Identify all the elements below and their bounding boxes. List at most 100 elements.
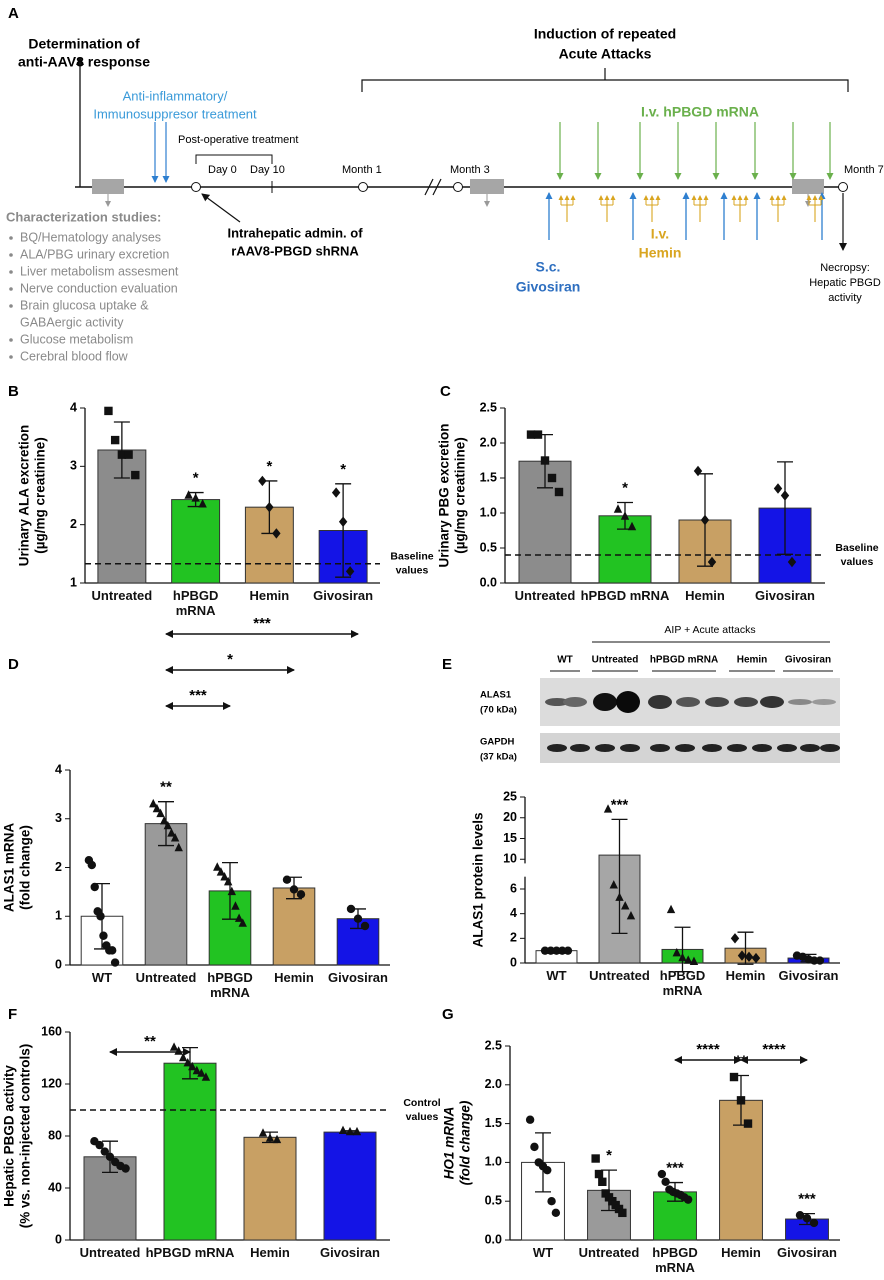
data-point — [174, 842, 183, 852]
data-point — [618, 1208, 627, 1218]
annotation: rAAV8-PBGD shRNA — [231, 243, 359, 258]
chart-panel: E 0 2 4 6 10 15 20 25 ALAS1 protein levels WT Untre… — [442, 624, 840, 998]
x-tick-label: hPBGD mRNA — [652, 1245, 698, 1275]
data-point — [265, 1133, 275, 1142]
data-point — [105, 1152, 115, 1162]
error-bar — [737, 931, 754, 965]
y-tick-label: 2.5 — [480, 400, 497, 414]
chart-panel: F 0 40 80 120 160 Hepatic PBGD activity (% vs. … — [2, 1006, 441, 1260]
y-tick-label: 0 — [55, 957, 62, 971]
chart-panel: G 0.0 0.5 1.0 1.5 2.0 2.5 HO1 mRNA (fold change)… — [442, 1006, 840, 1275]
bullet — [9, 355, 13, 359]
data-point — [258, 475, 267, 487]
data-point — [110, 435, 120, 445]
x-tick-label: Givosiran — [755, 588, 815, 603]
y-tick-label: 160 — [41, 1024, 62, 1038]
data-point — [598, 1177, 607, 1186]
annotation: Intrahepatic admin. of — [227, 225, 363, 240]
data-point — [87, 860, 97, 870]
data-point — [96, 912, 105, 921]
data-point — [591, 1154, 600, 1163]
x-tick-label: Givosiran — [777, 1245, 837, 1260]
x-label-box: hPBGD mRNA — [652, 1245, 698, 1275]
blot-band — [547, 744, 567, 752]
data-point — [609, 880, 618, 889]
x-tick-label: hPBGD mRNA — [659, 968, 706, 998]
y-tick-label: 3 — [55, 811, 62, 825]
data-point — [220, 872, 229, 881]
list-item: Nerve conduction evaluation — [20, 281, 178, 295]
data-point — [615, 892, 624, 901]
blot-row-label: GAPDH — [480, 737, 514, 748]
blot-band — [760, 696, 784, 708]
x-tick-label: hPBGD mRNA — [207, 970, 253, 1000]
x-label-box: Untreated — [80, 1245, 141, 1260]
timepoint — [358, 182, 368, 192]
x-tick-label: Hemin — [725, 968, 766, 983]
data-point — [231, 901, 240, 910]
significance-label: * — [340, 461, 346, 478]
y-tick-label: 2.0 — [485, 1077, 502, 1091]
significance-label: * — [622, 479, 628, 496]
data-point — [620, 511, 630, 520]
blot-band — [820, 744, 840, 752]
x-label-box: Untreated — [92, 588, 153, 603]
y-tick-label: 0.0 — [485, 1232, 502, 1246]
treatment-label: Anti-inflammatory/ — [123, 88, 228, 103]
y-tick-label: 0 — [55, 1232, 62, 1246]
data-point — [198, 499, 207, 508]
box — [92, 179, 124, 194]
reference-label: values — [841, 556, 874, 568]
data-point — [345, 566, 355, 577]
treatment-label: Immunosuppresor treatment — [93, 106, 257, 121]
y-tick-label: 1.0 — [485, 1155, 502, 1169]
significance-label: ** — [160, 779, 172, 796]
treatment-label: Hemin — [639, 245, 682, 261]
y-tick-label: 0.5 — [485, 1193, 502, 1207]
y-tick-label: 1 — [55, 909, 62, 923]
y-axis-label: Hepatic PBGD activity — [2, 1065, 17, 1207]
data-point — [265, 501, 274, 513]
data-point — [201, 1072, 211, 1081]
significance-label: * — [266, 458, 272, 475]
timepoint-label: Month 1 — [342, 164, 382, 176]
data-point — [338, 516, 348, 527]
timepoint-label: Month 7 — [844, 164, 884, 176]
comparison-label: *** — [253, 615, 271, 632]
x-tick-label: Hemin — [721, 1245, 761, 1260]
data-point — [107, 946, 117, 955]
x-tick-label: Hemin — [249, 588, 290, 603]
panel-label: F — [8, 1006, 17, 1023]
data-point — [744, 951, 754, 963]
blot-band — [734, 697, 758, 707]
list-title: Characterization studies: — [6, 209, 161, 224]
data-point — [737, 950, 747, 961]
y-axis-label: (µg/mg creatinine) — [33, 437, 48, 554]
error-bar — [113, 421, 130, 479]
trident — [734, 204, 746, 222]
data-point — [773, 483, 783, 494]
blot-band — [563, 697, 587, 707]
comparison-label: * — [227, 651, 233, 668]
blot-band — [648, 695, 672, 709]
significance-label: *** — [666, 1160, 684, 1177]
y-tick-label: 20 — [503, 810, 517, 824]
x-label-box: Givosiran — [320, 1245, 380, 1260]
bracket — [195, 154, 273, 164]
data-point — [238, 918, 247, 927]
data-point — [802, 1214, 812, 1223]
heading: Induction of repeated — [534, 26, 676, 42]
treatment-label: S.c. — [536, 259, 561, 275]
data-point — [693, 465, 703, 477]
panel-label: E — [442, 656, 452, 673]
significance-label: *** — [798, 1191, 816, 1208]
data-point — [707, 556, 717, 568]
x-tick-label: Untreated — [514, 588, 576, 603]
y-tick-label: 3 — [70, 459, 77, 473]
x-label-box: Hemin — [721, 1245, 761, 1260]
y-tick-label: 6 — [510, 881, 517, 895]
data-point — [188, 1061, 197, 1071]
y-tick-label: 25 — [503, 789, 517, 803]
panel-label: G — [442, 1006, 454, 1023]
blot-band — [570, 744, 590, 752]
